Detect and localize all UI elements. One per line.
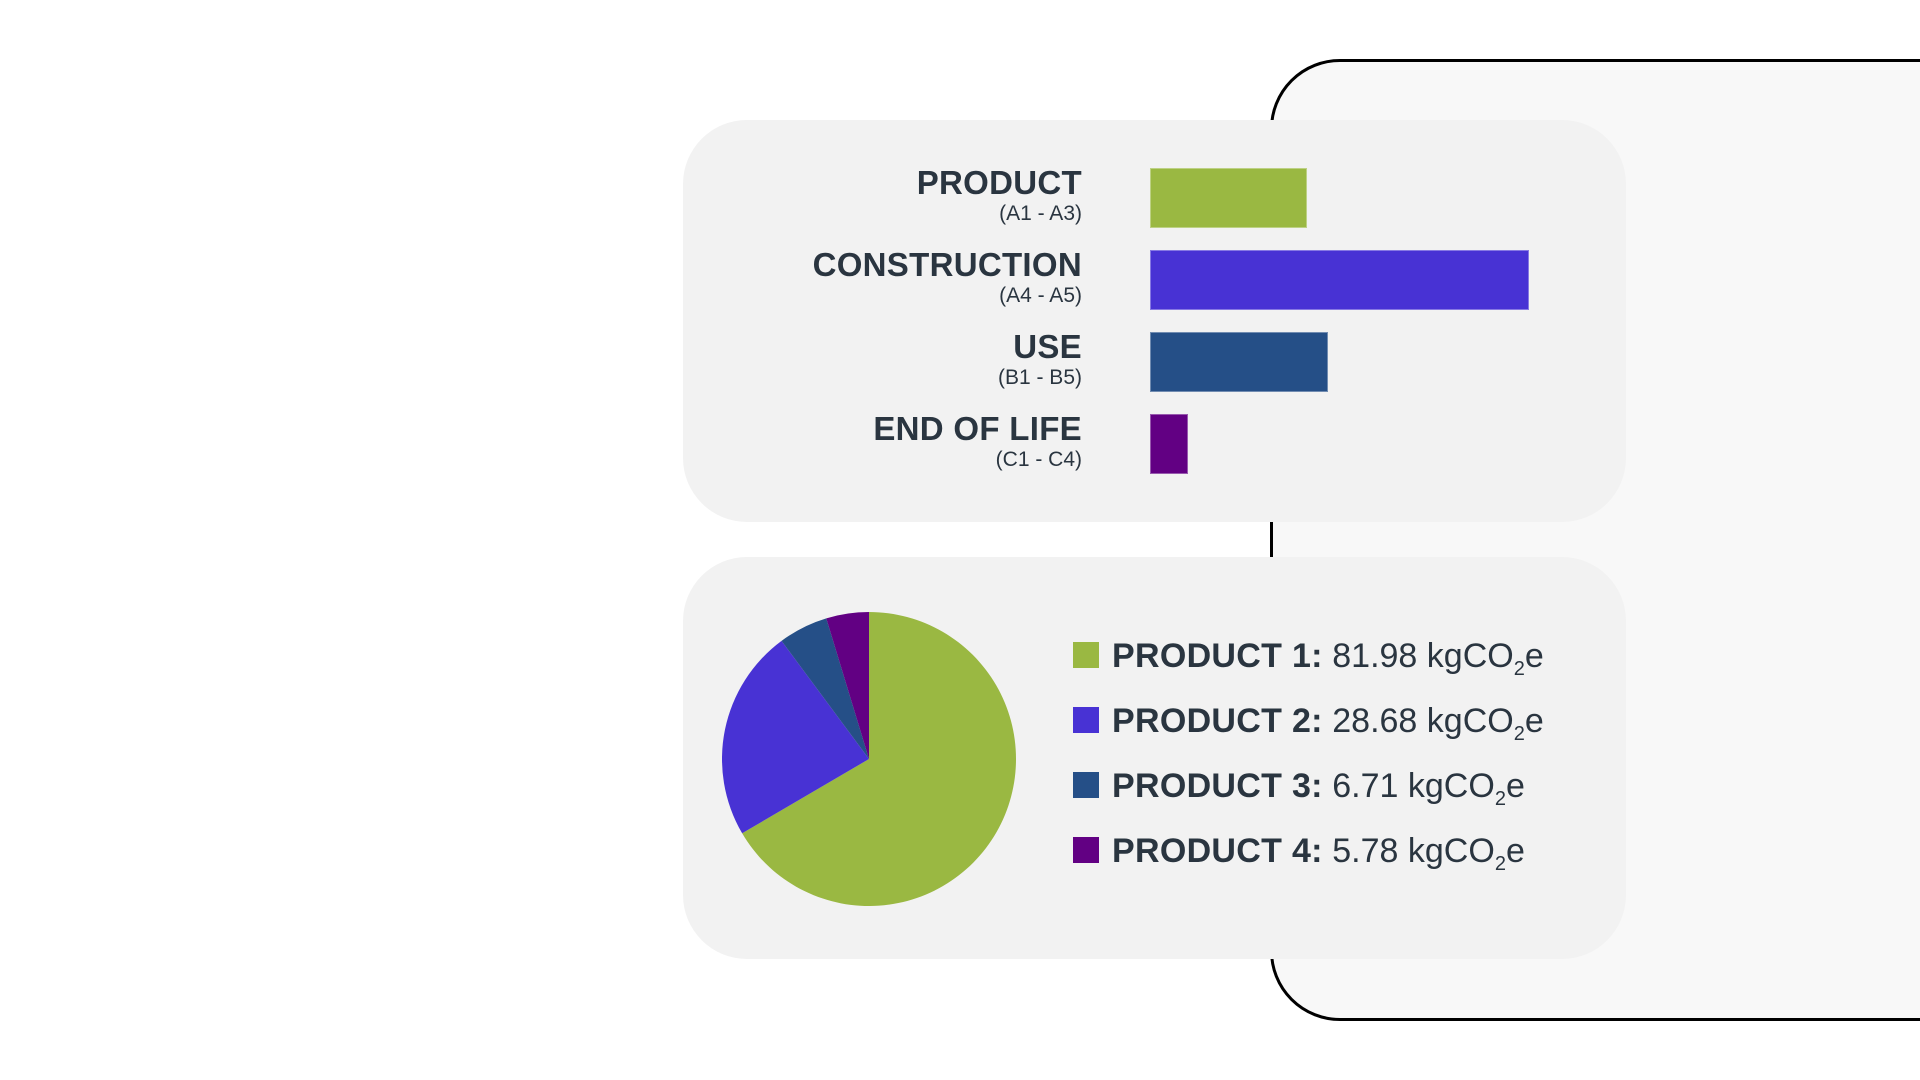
pie-slice-3 <box>781 618 869 759</box>
legend-name: PRODUCT 1: <box>1112 637 1323 675</box>
legend-swatch <box>1073 772 1099 798</box>
legend-unit: kgCO2e <box>1426 637 1544 680</box>
legend-unit: kgCO2e <box>1407 767 1525 810</box>
legend-swatch <box>1073 642 1099 668</box>
pie-slice-2 <box>722 640 869 834</box>
bar-end-of-life <box>1150 414 1188 474</box>
bar-label: USE (B1 - B5) <box>998 330 1082 392</box>
bar-row-end-of-life: END OF LIFE (C1 - C4) <box>683 412 1626 474</box>
pie-chart <box>722 612 1016 906</box>
bar-range: (A4 - A5) <box>999 284 1082 307</box>
legend-name: PRODUCT 2: <box>1112 702 1323 740</box>
legend-swatch <box>1073 707 1099 733</box>
bar-product <box>1150 168 1307 228</box>
bar-use <box>1150 332 1328 392</box>
legend-value: 5.78 <box>1332 832 1399 870</box>
product-pie-chart-panel: PRODUCT 1: 81.98 kgCO2e PRODUCT 2: 28.68… <box>683 557 1626 959</box>
bar-title: PRODUCT <box>916 164 1082 201</box>
legend-unit: kgCO2e <box>1407 832 1525 875</box>
bar-row-construction: CONSTRUCTION (A4 - A5) <box>683 248 1626 310</box>
legend-value: 81.98 <box>1332 637 1418 675</box>
pie-slice-4 <box>826 612 869 759</box>
legend-unit: kgCO2e <box>1426 702 1544 745</box>
bar-row-product: PRODUCT (A1 - A3) <box>683 166 1626 228</box>
legend-swatch <box>1073 837 1099 863</box>
pie-slice-1 <box>742 612 1016 906</box>
bar-range: (A1 - A3) <box>999 202 1082 225</box>
bar-title: END OF LIFE <box>873 410 1082 447</box>
stage-bar-chart-panel: PRODUCT (A1 - A3) CONSTRUCTION (A4 - A5)… <box>683 120 1626 522</box>
legend-name: PRODUCT 3: <box>1112 767 1323 805</box>
bar-label: END OF LIFE (C1 - C4) <box>873 412 1082 474</box>
bar-range: (B1 - B5) <box>997 366 1082 389</box>
bar-label: CONSTRUCTION (A4 - A5) <box>813 248 1082 310</box>
bar-title: CONSTRUCTION <box>812 246 1082 283</box>
bar-label: PRODUCT (A1 - A3) <box>917 166 1082 228</box>
legend-value: 28.68 <box>1332 702 1418 740</box>
legend-name: PRODUCT 4: <box>1112 832 1323 870</box>
bar-range: (C1 - C4) <box>995 448 1082 471</box>
bar-row-use: USE (B1 - B5) <box>683 330 1626 392</box>
legend-value: 6.71 <box>1332 767 1399 805</box>
bar-construction <box>1150 250 1529 310</box>
bar-title: USE <box>1013 328 1082 365</box>
